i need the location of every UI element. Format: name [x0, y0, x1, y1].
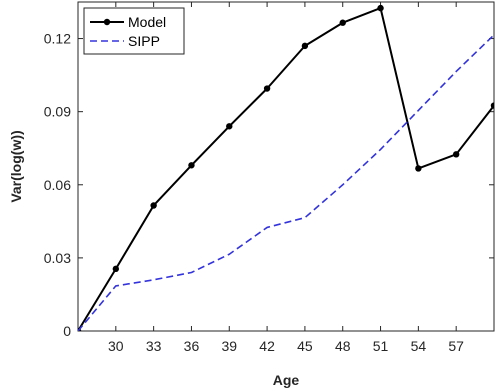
- y-axis-ticks: 0 0.03 0.06 0.09 0.12: [44, 31, 494, 339]
- data-point-model: [226, 123, 232, 129]
- y-tick-label: 0.06: [44, 177, 71, 193]
- x-tick-label: 42: [259, 338, 275, 354]
- x-tick-label: 48: [335, 338, 351, 354]
- x-tick-label: 30: [108, 338, 124, 354]
- x-tick-label: 45: [297, 338, 313, 354]
- y-tick-label: 0: [63, 323, 71, 339]
- data-point-model: [113, 266, 119, 272]
- data-point-model: [302, 43, 308, 49]
- x-axis-ticks: 30 33 36 39 42 45 48 51 54 57: [108, 2, 464, 354]
- y-axis-label: Var(log(w)): [8, 130, 24, 202]
- x-tick-label: 39: [221, 338, 237, 354]
- data-point-model: [377, 5, 383, 11]
- data-point-model: [264, 85, 270, 91]
- y-tick-label: 0.12: [44, 31, 71, 47]
- legend-marker-model: [104, 19, 110, 25]
- legend-label-model: Model: [128, 14, 166, 30]
- x-tick-label: 57: [448, 338, 464, 354]
- x-tick-label: 36: [184, 338, 200, 354]
- data-point-model: [491, 102, 497, 108]
- data-point-model: [188, 162, 194, 168]
- y-tick-label: 0.03: [44, 250, 71, 266]
- y-tick-label: 0.09: [44, 104, 71, 120]
- legend: Model SIPP: [84, 8, 184, 54]
- x-tick-label: 33: [146, 338, 162, 354]
- x-axis-label: Age: [273, 372, 300, 388]
- data-point-model: [415, 165, 421, 171]
- x-tick-label: 51: [373, 338, 389, 354]
- data-point-model: [340, 20, 346, 26]
- data-point-model: [453, 151, 459, 157]
- data-point-model: [150, 202, 156, 208]
- x-tick-label: 54: [411, 338, 427, 354]
- series-line-sipp: [78, 35, 494, 331]
- legend-label-sipp: SIPP: [128, 33, 160, 49]
